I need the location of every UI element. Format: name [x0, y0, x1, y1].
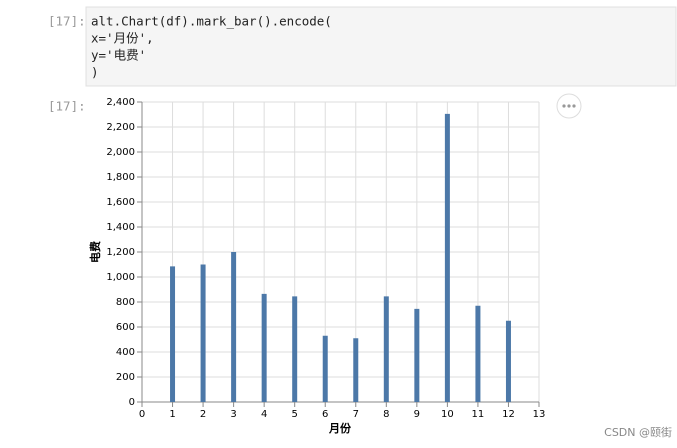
code-line: )	[91, 65, 99, 80]
x-tick-label: 5	[292, 409, 298, 420]
bar	[414, 308, 420, 402]
bar	[444, 113, 450, 402]
y-tick-label: 800	[116, 297, 135, 308]
y-tick-label: 1,200	[106, 247, 135, 258]
y-tick-label: 200	[116, 372, 135, 383]
bar	[475, 305, 481, 402]
x-tick-label: 7	[353, 409, 359, 420]
bar	[292, 296, 298, 402]
y-tick-label: 400	[116, 347, 135, 358]
code-line: alt.Chart(df).mark_bar().encode(	[91, 14, 332, 29]
output-prompt: [17]:	[48, 99, 86, 114]
code-cell[interactable]	[85, 6, 677, 87]
y-tick-label: 0	[129, 397, 135, 408]
bar	[353, 338, 359, 402]
watermark: CSDN @颐街	[604, 425, 672, 439]
x-axis-title: 月份	[328, 421, 352, 435]
y-tick-label: 1,800	[106, 172, 135, 183]
x-tick-label: 3	[230, 409, 236, 420]
bar	[200, 264, 206, 402]
x-tick-label: 2	[200, 409, 206, 420]
code-line: y='电费'	[91, 48, 146, 63]
x-tick-label: 13	[533, 409, 546, 420]
bar	[261, 293, 267, 402]
bar	[383, 296, 389, 402]
x-tick-label: 1	[169, 409, 175, 420]
chart-menu[interactable]	[556, 93, 582, 119]
y-axis-title: 电费	[88, 241, 102, 263]
code-line: x='月份',	[91, 31, 154, 46]
bar	[505, 320, 511, 402]
y-tick-label: 2,400	[106, 97, 135, 108]
bar	[231, 252, 237, 402]
y-tick-label: 1,600	[106, 197, 135, 208]
x-tick-label: 0	[139, 409, 145, 420]
y-tick-label: 600	[116, 322, 135, 333]
x-tick-label: 12	[502, 409, 515, 420]
bar	[322, 335, 328, 402]
bar	[170, 266, 176, 402]
x-tick-label: 4	[261, 409, 267, 420]
y-tick-label: 1,000	[106, 272, 135, 283]
x-tick-label: 9	[414, 409, 420, 420]
y-tick-label: 2,000	[106, 147, 135, 158]
y-tick-label: 2,200	[106, 122, 135, 133]
x-tick-label: 11	[472, 409, 485, 420]
x-tick-label: 8	[383, 409, 389, 420]
x-tick-label: 6	[322, 409, 328, 420]
y-tick-label: 1,400	[106, 222, 135, 233]
x-tick-label: 10	[441, 409, 454, 420]
input-prompt: [17]:	[48, 14, 86, 29]
